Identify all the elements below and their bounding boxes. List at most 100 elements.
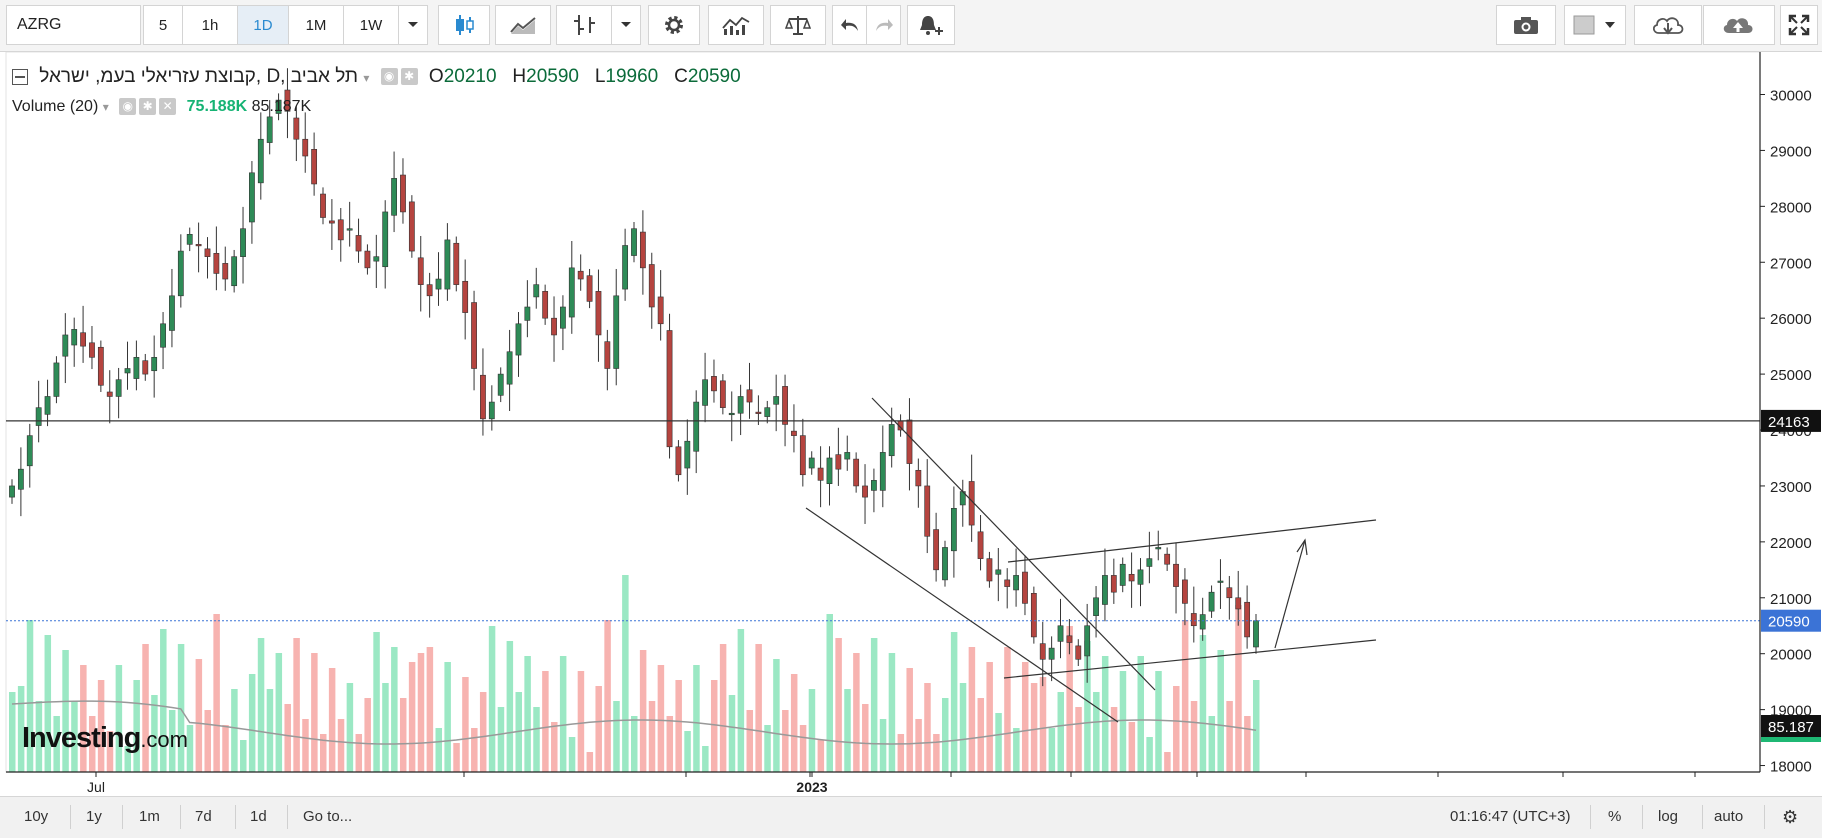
interval-5-button[interactable]: 5	[143, 5, 183, 45]
fullscreen-button[interactable]	[1780, 5, 1818, 45]
candle-body	[249, 172, 255, 223]
range-1d-button[interactable]: 1d	[250, 808, 267, 825]
volume-bar	[639, 650, 647, 772]
candle-body	[62, 334, 69, 357]
candle-body	[435, 278, 442, 290]
volume-bar	[915, 719, 922, 772]
volume-bar	[44, 635, 52, 772]
background-color-button[interactable]	[1564, 5, 1626, 45]
goto-button[interactable]: Go to...	[303, 808, 353, 825]
candles-style-button[interactable]	[438, 5, 490, 45]
interval-1w-button[interactable]: 1W	[343, 5, 399, 45]
volume-dropdown-icon[interactable]: ▾	[102, 100, 109, 114]
settings-button[interactable]	[648, 5, 700, 45]
compare-button[interactable]	[770, 5, 826, 45]
indicators-button[interactable]	[708, 5, 764, 45]
volume-bar	[604, 620, 611, 772]
chart-style-dropdown-button[interactable]	[611, 5, 641, 45]
candle-body	[266, 116, 273, 143]
volume-bar	[497, 707, 505, 772]
volume-bar	[1075, 707, 1082, 772]
save-chart-button[interactable]	[1703, 5, 1775, 45]
close-icon[interactable]: ✕	[159, 98, 177, 116]
range-7d-button[interactable]: 7d	[195, 808, 212, 825]
redo-button[interactable]	[866, 5, 901, 45]
candle-body	[1217, 580, 1224, 583]
volume-bar	[302, 719, 309, 772]
volume-bar	[1173, 686, 1180, 772]
volume-bar	[710, 680, 718, 772]
auto-scale-toggle[interactable]: auto	[1714, 808, 1744, 825]
range-1m-button[interactable]: 1m	[139, 808, 160, 825]
candle-body	[684, 440, 691, 469]
cloud-download-icon	[1652, 17, 1684, 35]
snapshot-button[interactable]	[1496, 5, 1556, 45]
eye-icon[interactable]: ◉	[380, 68, 398, 86]
candle-body	[906, 419, 913, 464]
log-scale-toggle[interactable]: log	[1658, 808, 1679, 825]
candle-body	[933, 529, 940, 571]
volume-bar	[177, 644, 185, 772]
trend-line	[805, 507, 1119, 723]
volume-bar	[213, 614, 220, 772]
price-tick-label: 26000	[1770, 311, 1812, 328]
volume-bar	[1235, 605, 1242, 772]
volume-bar	[790, 674, 798, 772]
volume-bar	[195, 659, 203, 772]
candle-body	[106, 391, 113, 397]
volume-bar	[1155, 671, 1162, 772]
range-10y-button[interactable]: 10y	[24, 808, 49, 825]
volume-bar	[204, 710, 211, 772]
logo-brand: Investing	[22, 722, 141, 754]
gear-icon	[665, 16, 683, 34]
candle-body	[560, 306, 566, 329]
alert-button[interactable]	[907, 5, 955, 45]
eye-icon[interactable]: ◉	[119, 98, 137, 116]
candle-body	[924, 485, 931, 537]
volume-bar	[408, 662, 416, 772]
candle-body	[391, 178, 397, 216]
price-label-text: 85.187	[1768, 719, 1814, 736]
undo-button[interactable]	[832, 5, 867, 45]
time-axis: Jul 2023	[6, 771, 1760, 795]
legend-dropdown-icon[interactable]: ▾	[363, 71, 370, 85]
volume-bar	[1208, 716, 1216, 772]
volume-bar	[870, 638, 878, 772]
candle-body	[204, 248, 211, 257]
bars-style-button[interactable]	[556, 5, 612, 45]
load-chart-button[interactable]	[1634, 5, 1702, 45]
candle-body	[71, 329, 78, 346]
percent-scale-toggle[interactable]: %	[1608, 808, 1622, 825]
gear-icon[interactable]: ✱	[400, 68, 418, 86]
interval-1h-button[interactable]: 1h	[182, 5, 238, 45]
gear-icon[interactable]: ⚙	[1782, 807, 1799, 827]
symbol-search-input[interactable]	[6, 5, 141, 45]
volume-bar	[355, 734, 363, 772]
volume-bar	[1021, 662, 1029, 772]
candle-body	[879, 452, 886, 491]
candle-body	[1066, 635, 1073, 643]
volume-bar	[382, 683, 389, 772]
interval-1m-button[interactable]: 1M	[288, 5, 344, 45]
price-chart[interactable]: 1800019000200002100022000230002400025000…	[0, 52, 1822, 796]
candle-body	[337, 219, 344, 241]
volume-bar	[799, 725, 807, 772]
volume-bar	[53, 716, 60, 772]
candle-body	[1173, 563, 1179, 587]
volume-bar	[479, 692, 487, 772]
volume-bar	[266, 689, 274, 772]
candle-body	[186, 234, 193, 245]
price-tick-label: 27000	[1770, 255, 1812, 272]
volume-bar	[1253, 680, 1260, 772]
gear-icon[interactable]: ✱	[139, 98, 157, 116]
range-1y-button[interactable]: 1y	[86, 808, 102, 825]
interval-1d-button[interactable]: 1D	[237, 5, 289, 45]
logo-suffix: .com	[140, 727, 188, 752]
volume-label: Volume (20)	[12, 98, 99, 115]
interval-dropdown-button[interactable]	[398, 5, 428, 45]
line-style-button[interactable]	[495, 5, 551, 45]
price-tick-label: 28000	[1770, 199, 1812, 216]
candle-body	[719, 380, 726, 408]
collapse-legend-icon[interactable]	[12, 68, 28, 85]
volume-bar	[160, 629, 167, 772]
